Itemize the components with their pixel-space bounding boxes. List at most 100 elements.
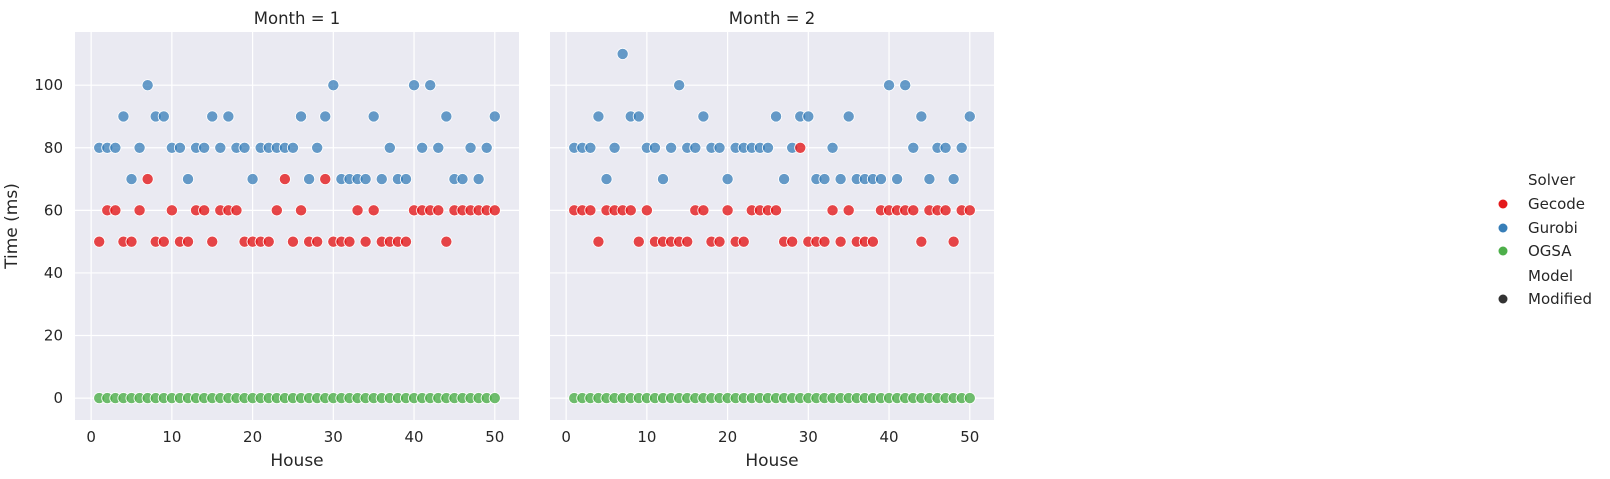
point-gecode [367, 204, 380, 217]
point-gecode [165, 204, 178, 217]
point-gurobi [721, 173, 734, 186]
y-tick-label: 0 [53, 389, 63, 407]
point-gecode [713, 235, 726, 248]
point-gurobi [222, 110, 235, 123]
legend: Solver Gecode Gurobi OGSA Model Modified [1498, 171, 1592, 308]
point-gurobi [383, 141, 396, 154]
point-gecode [109, 204, 122, 217]
x-tick-label: 20 [243, 428, 262, 446]
x-tick-label: 50 [485, 428, 504, 446]
point-gurobi [608, 141, 621, 154]
point-gecode [125, 235, 138, 248]
point-gecode [592, 235, 605, 248]
plot-area-background [75, 32, 519, 420]
point-gurobi [238, 141, 251, 154]
point-gecode [842, 204, 855, 217]
point-gurobi [648, 141, 661, 154]
point-gecode [866, 235, 879, 248]
legend-title-solver: Solver [1528, 171, 1576, 189]
point-gurobi [472, 173, 485, 186]
panel-month-2: 0 10 20 30 40 50 Month = 2 House [550, 9, 994, 471]
point-gurobi [375, 173, 388, 186]
point-gurobi [295, 110, 308, 123]
point-gecode [157, 235, 170, 248]
point-gecode [93, 235, 106, 248]
point-gurobi [632, 110, 645, 123]
x-tick-label: 10 [162, 428, 181, 446]
x-tick-label: 30 [799, 428, 818, 446]
point-gecode [939, 204, 952, 217]
x-axis-label: House [270, 451, 323, 471]
point-gecode [270, 204, 283, 217]
point-gurobi [963, 110, 976, 123]
x-tick-label: 20 [718, 428, 737, 446]
point-ogsa [963, 392, 976, 405]
point-gurobi [173, 141, 186, 154]
point-gecode [826, 204, 839, 217]
point-gecode [963, 204, 976, 217]
x-tick-label: 40 [880, 428, 899, 446]
y-tick-label: 40 [44, 264, 63, 282]
point-gurobi [761, 141, 774, 154]
scatter-points [93, 79, 501, 405]
y-axis-label: Time (ms) [2, 183, 22, 270]
y-tick-label: 80 [44, 139, 63, 157]
point-gurobi [416, 141, 429, 154]
point-gurobi [802, 110, 815, 123]
legend-marker-gecode [1498, 199, 1508, 209]
point-gecode [818, 235, 831, 248]
point-gurobi [697, 110, 710, 123]
point-gurobi [214, 141, 227, 154]
point-gecode [206, 235, 219, 248]
legend-label-gecode: Gecode [1528, 195, 1585, 213]
point-gurobi [399, 173, 412, 186]
legend-label-modified: Modified [1528, 290, 1592, 308]
point-gecode [624, 204, 637, 217]
x-tick-label: 30 [324, 428, 343, 446]
point-gecode [915, 235, 928, 248]
point-gurobi [883, 79, 896, 92]
x-tick-label: 0 [86, 428, 96, 446]
point-gecode [198, 204, 211, 217]
legend-title-model: Model [1528, 267, 1573, 285]
point-gurobi [584, 141, 597, 154]
point-gurobi [141, 79, 154, 92]
point-gecode [794, 141, 807, 154]
point-gurobi [915, 110, 928, 123]
x-axis-label: House [745, 451, 798, 471]
legend-marker-gurobi [1498, 223, 1508, 233]
point-gurobi [955, 141, 968, 154]
point-gecode [432, 204, 445, 217]
point-gecode [721, 204, 734, 217]
panel-title: Month = 2 [729, 9, 816, 28]
point-gurobi [616, 47, 629, 60]
point-gurobi [286, 141, 299, 154]
point-gurobi [778, 173, 791, 186]
point-gecode [286, 235, 299, 248]
point-gurobi [424, 79, 437, 92]
point-gurobi [907, 141, 920, 154]
point-gecode [278, 173, 291, 186]
point-gecode [947, 235, 960, 248]
point-gurobi [432, 141, 445, 154]
point-gurobi [408, 79, 421, 92]
point-gecode [141, 173, 154, 186]
grid-lines [550, 32, 994, 420]
legend-marker-modified [1498, 294, 1508, 304]
point-gurobi [246, 173, 259, 186]
point-gecode [640, 204, 653, 217]
point-gurobi [359, 173, 372, 186]
point-gecode [770, 204, 783, 217]
point-gecode [359, 235, 372, 248]
point-gecode [488, 204, 501, 217]
point-gurobi [939, 141, 952, 154]
point-gurobi [311, 141, 324, 154]
point-gurobi [592, 110, 605, 123]
point-gurobi [689, 141, 702, 154]
point-gurobi [600, 173, 613, 186]
point-gurobi [182, 173, 195, 186]
x-tick-labels: 0 10 20 30 40 50 [86, 428, 504, 446]
point-gurobi [770, 110, 783, 123]
point-gurobi [125, 173, 138, 186]
